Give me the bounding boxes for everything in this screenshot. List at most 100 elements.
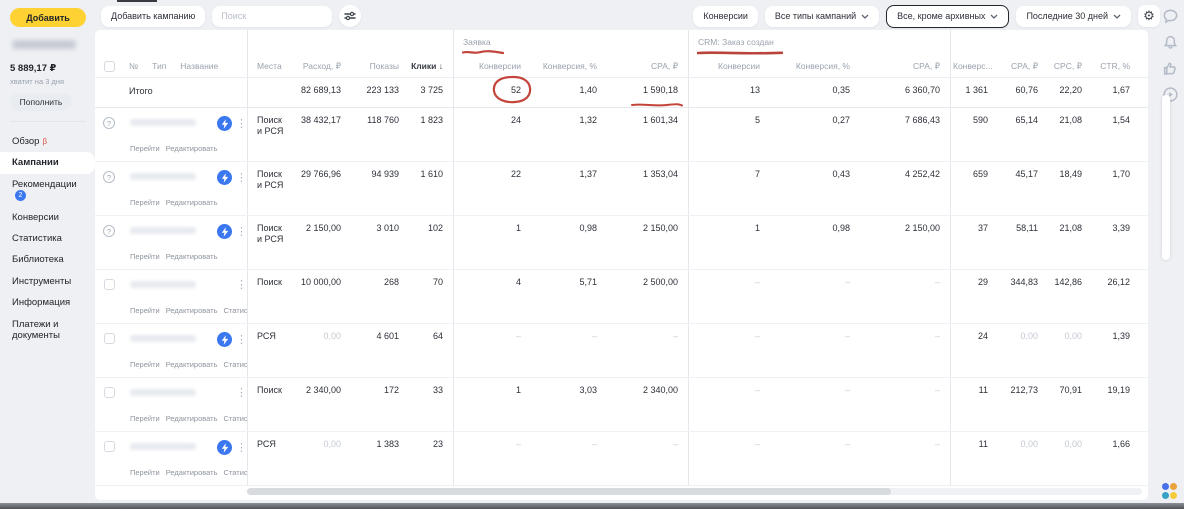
totals-g3-conversions: 1 361 [950, 78, 998, 107]
campaign-name-redacted[interactable] [130, 443, 196, 450]
col-g1-cpa[interactable]: CPA, ₽ [651, 61, 678, 71]
name-column-headers[interactable]: № Тип Название [123, 54, 247, 77]
statistics-link[interactable]: Статистика [223, 360, 247, 369]
col-ctr[interactable]: CTR, % [1100, 61, 1130, 71]
col-g3-cpa[interactable]: CPA, ₽ [1011, 61, 1038, 71]
search-input[interactable] [212, 5, 333, 27]
cell-g2-cpa: – [934, 439, 940, 449]
col-g2-conversions[interactable]: Конверсии [688, 54, 770, 77]
campaign-row: Перейти Редактировать Поиск и РСЯ 2 150,0… [95, 216, 1148, 270]
sidebar-item-label: Инструменты [12, 275, 72, 287]
goto-link[interactable]: Перейти [130, 306, 160, 315]
account-name-redacted[interactable] [12, 40, 76, 49]
sidebar-item-library[interactable]: Библиотека [0, 249, 95, 270]
sidebar-item-information[interactable]: Информация [0, 292, 95, 313]
sidebar-item-statistics[interactable]: Статистика [0, 228, 95, 249]
kebab-menu-icon[interactable] [236, 171, 244, 185]
col-number[interactable]: № [129, 61, 139, 71]
row-checkbox[interactable] [103, 387, 115, 398]
col-cost[interactable]: Расход, ₽ [302, 61, 341, 71]
kebab-menu-icon[interactable] [236, 225, 244, 239]
col-cpc[interactable]: CPC, ₽ [1053, 61, 1082, 71]
statistics-link[interactable]: Статистика [223, 306, 247, 315]
sidebar-item-recommendations[interactable]: Рекомендации2 [0, 174, 95, 207]
cell-places: Поиск и РСЯ [247, 108, 289, 161]
col-name[interactable]: Название [180, 61, 219, 71]
edit-link[interactable]: Редактировать [165, 198, 218, 207]
topup-button[interactable]: Пополнить [10, 93, 72, 111]
statistics-link[interactable]: Статистика [223, 468, 247, 477]
goto-link[interactable]: Перейти [130, 468, 160, 477]
goto-link[interactable]: Перейти [130, 360, 160, 369]
kebab-menu-icon[interactable] [236, 333, 244, 347]
bell-icon[interactable] [1162, 34, 1179, 51]
question-circle-icon[interactable] [103, 117, 115, 129]
add-button[interactable]: Добавить [10, 8, 86, 27]
col-g1-rate[interactable]: Конверсия, % [542, 61, 597, 71]
edit-link[interactable]: Редактировать [165, 252, 218, 261]
date-range-dropdown[interactable]: Последние 30 дней [1016, 5, 1131, 27]
vertical-scrollbar-thumb[interactable] [1162, 95, 1170, 260]
cell-g1-conv: 4 [453, 270, 531, 323]
select-all-checkbox[interactable] [103, 61, 115, 72]
horizontal-scrollbar[interactable] [247, 488, 1142, 495]
col-g2-cpa[interactable]: CPA, ₽ [913, 61, 940, 71]
edit-link[interactable]: Редактировать [165, 360, 218, 369]
campaign-name-redacted[interactable] [130, 227, 196, 234]
campaign-name-redacted[interactable] [130, 281, 196, 288]
col-clicks-sorted[interactable]: Клики ↓ [411, 61, 443, 71]
sidebar-item-payments[interactable]: Платежи и документы [0, 314, 95, 347]
gear-icon[interactable] [1138, 5, 1160, 27]
cell-shows: 268 [383, 277, 399, 287]
sidebar-item-campaigns[interactable]: Кампании [0, 152, 95, 174]
totals-g2-rate: 0,35 [832, 85, 850, 95]
edit-link[interactable]: Редактировать [165, 468, 218, 477]
goto-link[interactable]: Перейти [130, 252, 160, 261]
archive-filter-dropdown[interactable]: Все, кроме архивных [886, 4, 1010, 28]
extension-dots-icon[interactable] [1162, 483, 1178, 499]
goto-link[interactable]: Перейти [130, 144, 160, 153]
edit-link[interactable]: Редактировать [165, 414, 218, 423]
kebab-menu-icon[interactable] [236, 117, 244, 131]
campaign-name-redacted[interactable] [130, 389, 196, 396]
sidebar-item-label: Конверсии [12, 211, 59, 223]
cell-cost: 0,00 [323, 331, 341, 341]
question-circle-icon[interactable] [103, 171, 115, 183]
statistics-link[interactable]: Статистика [223, 414, 247, 423]
sidebar-item-overview[interactable]: Обзор β [0, 131, 95, 152]
cell-g1-rate: 1,37 [579, 169, 597, 179]
campaign-name-redacted[interactable] [130, 119, 196, 126]
edit-link[interactable]: Редактировать [165, 306, 218, 315]
topbar: Добавить кампанию Конверсии Все типы кам… [95, 0, 1160, 32]
sidebar-item-conversions[interactable]: Конверсии [0, 207, 95, 228]
thumbs-up-icon[interactable] [1162, 60, 1179, 77]
sidebar-item-tools[interactable]: Инструменты [0, 271, 95, 292]
cell-g1-cpa: 2 150,00 [642, 223, 678, 233]
col-places[interactable]: Места [247, 54, 289, 77]
goto-link[interactable]: Перейти [130, 198, 160, 207]
play-circle-icon[interactable] [1162, 86, 1179, 103]
kebab-menu-icon[interactable] [236, 278, 244, 292]
conversions-button[interactable]: Конверсии [693, 5, 758, 27]
filter-sliders-icon[interactable] [339, 5, 362, 27]
kebab-menu-icon[interactable] [236, 441, 244, 455]
campaign-name-redacted[interactable] [130, 335, 196, 342]
goto-link[interactable]: Перейти [130, 414, 160, 423]
horizontal-scrollbar-thumb[interactable] [247, 488, 892, 495]
totals-shows: 223 133 [366, 85, 399, 95]
campaign-type-dropdown[interactable]: Все типы кампаний [764, 5, 880, 27]
row-checkbox[interactable] [103, 279, 115, 290]
row-checkbox[interactable] [103, 333, 115, 344]
add-campaign-button[interactable]: Добавить кампанию [101, 5, 206, 27]
col-type[interactable]: Тип [152, 61, 167, 71]
question-circle-icon[interactable] [103, 225, 115, 237]
row-checkbox[interactable] [103, 441, 115, 452]
col-g3-conversions[interactable]: Конверс... [950, 54, 998, 77]
campaign-name-redacted[interactable] [130, 173, 196, 180]
edit-link[interactable]: Редактировать [165, 144, 218, 153]
col-g2-rate[interactable]: Конверсия, % [795, 61, 850, 71]
col-g1-conversions[interactable]: Конверсии [453, 54, 531, 77]
chat-bubble-icon[interactable] [1162, 8, 1179, 25]
col-shows[interactable]: Показы [369, 61, 399, 71]
kebab-menu-icon[interactable] [236, 386, 244, 400]
